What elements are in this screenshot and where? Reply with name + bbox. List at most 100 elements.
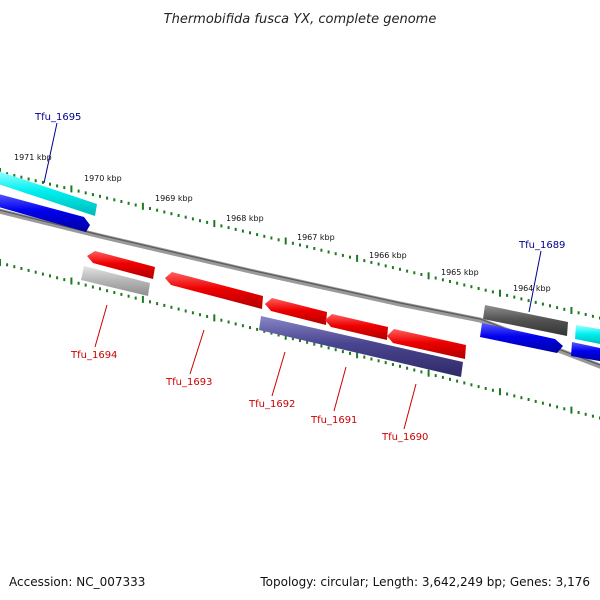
minor-tick	[384, 361, 387, 365]
gene-label-tfu-1690[interactable]: Tfu_1690	[381, 432, 428, 443]
gene-labels: Tfu_1695 Tfu_1689 Tfu_1694 Tfu_1693 Tfu_…	[34, 112, 565, 443]
minor-tick	[520, 297, 523, 301]
minor-tick	[377, 262, 380, 266]
minor-tick	[584, 313, 587, 316]
major-tick	[284, 237, 287, 245]
minor-tick	[63, 186, 66, 190]
minor-tick	[277, 333, 280, 337]
minor-tick	[234, 227, 237, 231]
minor-tick	[313, 247, 316, 250]
minor-tick	[341, 350, 344, 354]
gene-label-tfu-1693[interactable]: Tfu_1693	[165, 377, 212, 388]
minor-tick	[456, 281, 459, 285]
minor-tick	[256, 233, 259, 237]
minor-tick	[363, 259, 366, 263]
major-tick	[0, 259, 1, 266]
minor-tick	[13, 265, 16, 269]
minor-tick	[270, 236, 273, 240]
gene-label-tfu-1694[interactable]: Tfu_1694	[70, 350, 117, 361]
minor-tick	[534, 399, 537, 403]
major-tick	[284, 332, 287, 340]
outer-tick-track	[0, 168, 600, 320]
minor-tick	[56, 184, 59, 188]
minor-tick	[177, 307, 180, 311]
cds-feature-cyan[interactable]	[0, 170, 97, 216]
minor-tick	[563, 307, 566, 311]
cds-feature-darkgray[interactable]	[483, 305, 568, 336]
minor-tick	[163, 210, 166, 214]
minor-tick	[591, 414, 594, 418]
minor-tick	[441, 278, 444, 282]
cds-feature-lightgray[interactable]	[81, 266, 150, 296]
cds-feature-blue[interactable]	[571, 342, 600, 362]
major-tick	[141, 202, 144, 210]
cds-feature-red[interactable]	[325, 314, 388, 340]
gene-label-tfu-1689[interactable]: Tfu_1689	[518, 240, 565, 251]
cds-feature-cyan[interactable]	[575, 325, 600, 345]
scale-label: 1968 kbp	[226, 214, 264, 223]
gene-label-tfu-1691[interactable]: Tfu_1691	[310, 415, 357, 426]
gene-label-tfu-1695[interactable]: Tfu_1695	[34, 112, 81, 123]
major-tick	[356, 254, 359, 262]
minor-tick	[220, 318, 223, 322]
gene-label-tfu-1692[interactable]: Tfu_1692	[248, 399, 295, 410]
minor-tick	[449, 377, 451, 381]
minor-tick	[477, 385, 480, 389]
minor-tick	[420, 273, 423, 276]
minor-tick	[270, 331, 273, 335]
minor-tick	[491, 290, 494, 294]
major-tick	[499, 388, 501, 396]
minor-tick	[349, 255, 351, 259]
minor-tick	[13, 174, 16, 177]
inner-tick-track	[0, 259, 600, 420]
cds-feature-purple[interactable]	[259, 316, 463, 377]
minor-tick	[506, 293, 509, 297]
cds-feature-blue[interactable]	[0, 193, 90, 232]
minor-tick	[491, 388, 494, 392]
minor-tick	[506, 392, 509, 396]
minor-tick	[577, 411, 580, 414]
minor-tick	[113, 198, 116, 202]
minor-tick	[563, 407, 566, 411]
minor-tick	[163, 303, 166, 307]
minor-tick	[249, 231, 251, 235]
major-tick	[141, 295, 144, 303]
minor-tick	[41, 180, 44, 184]
minor-tick	[434, 276, 437, 280]
cds-feature-blue[interactable]	[480, 323, 563, 353]
minor-tick	[99, 194, 101, 198]
minor-tick	[49, 274, 51, 278]
minor-tick	[227, 320, 230, 324]
minor-tick	[513, 394, 516, 398]
minor-tick	[170, 212, 173, 216]
minor-tick	[341, 253, 344, 257]
minor-tick	[299, 243, 301, 247]
minor-tick	[241, 229, 244, 233]
cds-feature-red[interactable]	[165, 272, 263, 309]
minor-tick	[20, 267, 23, 270]
minor-tick	[34, 179, 37, 183]
minor-tick	[399, 267, 401, 271]
minor-tick	[84, 191, 87, 195]
minor-tick	[377, 359, 380, 363]
minor-tick	[556, 405, 559, 409]
cds-feature-red[interactable]	[87, 251, 155, 279]
minor-tick	[413, 271, 416, 275]
cds-feature-red[interactable]	[265, 298, 327, 325]
cds-feature-red[interactable]	[387, 329, 466, 359]
minor-tick	[199, 219, 201, 223]
minor-tick	[134, 296, 137, 300]
minor-tick	[384, 264, 387, 268]
minor-tick	[470, 285, 473, 289]
minor-tick	[291, 337, 294, 341]
minor-tick	[256, 327, 259, 331]
minor-tick	[391, 363, 394, 366]
minor-tick	[399, 364, 401, 368]
minor-tick	[184, 215, 187, 219]
minor-tick	[556, 306, 559, 310]
minor-tick	[413, 368, 416, 372]
minor-tick	[84, 283, 87, 287]
minor-tick	[520, 396, 523, 400]
